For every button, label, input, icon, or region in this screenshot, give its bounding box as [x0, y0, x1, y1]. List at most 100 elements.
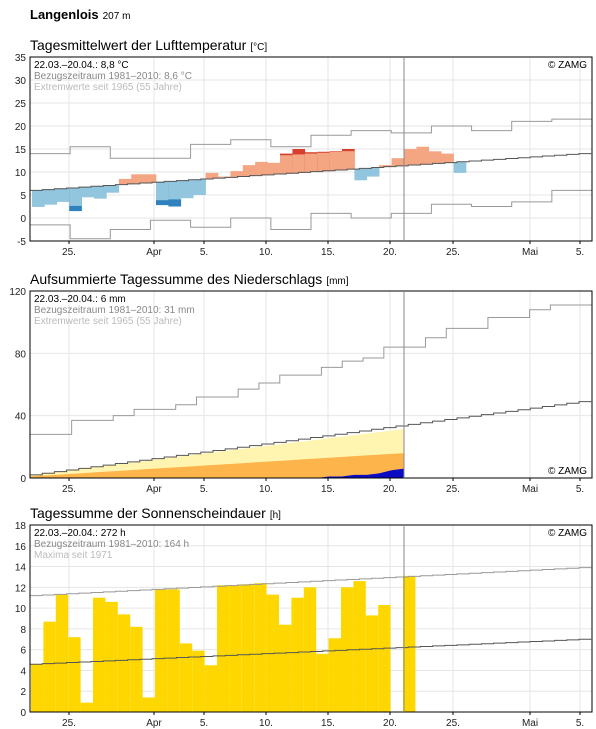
- x-tick-label: 10.: [259, 247, 273, 258]
- y-tick-label: 35: [15, 53, 27, 64]
- x-tick-label: 5.: [200, 718, 208, 729]
- temperature-bar: [131, 174, 144, 184]
- sunshine-bar: [105, 601, 118, 712]
- temperature-bar: [143, 174, 157, 183]
- precip-extreme-line: [30, 304, 592, 435]
- temperature-bar: [218, 176, 231, 178]
- sunshine-bar: [31, 664, 44, 712]
- x-tick-label: 5.: [576, 484, 584, 495]
- temperature-bar: [453, 162, 467, 173]
- y-tick-label: 16: [15, 542, 27, 553]
- temperature-bar: [354, 168, 368, 181]
- y-tick-label: 80: [15, 349, 27, 360]
- temperature-bar: [255, 161, 268, 176]
- annotation-line: 22.03.–20.04.: 272 h: [34, 528, 126, 539]
- sunshine-bar: [403, 575, 416, 712]
- temperature-bar-base: [342, 151, 355, 170]
- temperature-bar: [180, 180, 194, 199]
- chart-panel-2: 120 80 40 0 25. Apr 5. 10. 15. 20. 25. Mai 5. 22.03.–…: [9, 287, 593, 495]
- x-tick-label: Mai: [522, 484, 538, 495]
- x-tick-label: 20.: [383, 484, 397, 495]
- sunshine-title: Tagessumme der Sonnenscheindauer [h]: [30, 505, 281, 521]
- x-tick-label: 25.: [446, 718, 460, 729]
- temperature-bar: [267, 162, 281, 175]
- x-tick-label: 25.: [62, 484, 76, 495]
- sunshine-reference-line: [30, 638, 592, 665]
- reference-line: [30, 153, 592, 191]
- temperature-bar-base: [280, 155, 293, 174]
- y-tick-label: 10: [15, 604, 27, 615]
- x-tick-label: 5.: [200, 247, 208, 258]
- annotation-line: Maxima seit 1971: [34, 550, 113, 561]
- sunshine-bar: [179, 643, 193, 712]
- temperature-title: Tagesmittelwert der Lufttemperatur [°C]: [30, 37, 268, 53]
- plot-frame: [29, 290, 593, 479]
- temperature-bar: [106, 185, 120, 193]
- sunshine-bar: [328, 638, 341, 712]
- temperature-bar: [205, 172, 219, 179]
- x-tick-label: 15.: [321, 484, 335, 495]
- plot-frame: [29, 56, 593, 242]
- temperature-bar-base: [304, 153, 318, 172]
- temperature-bar: [56, 188, 70, 202]
- x-tick-label: 25.: [446, 484, 460, 495]
- x-tick-label: Apr: [146, 247, 162, 258]
- sunshine-bar: [254, 583, 267, 712]
- annotation-line: Extremwerte seit 1965 (55 Jahre): [34, 82, 182, 93]
- sunshine-bar: [55, 594, 69, 712]
- temperature-bar-base: [69, 187, 82, 206]
- sunshine-bar: [155, 589, 168, 712]
- temperature-bar-base: [317, 152, 330, 172]
- plot-frame: [29, 524, 593, 713]
- y-tick-label: 2: [20, 687, 26, 698]
- y-tick-label: 14: [15, 563, 27, 574]
- annotation-line: Bezugszeitraum 1981–2010: 31 mm: [34, 305, 195, 316]
- temperature-bar-base: [156, 181, 169, 201]
- precipitation-title: Aufsummierte Tagessumme des Niederschlag…: [30, 271, 349, 287]
- extreme-max-line: [30, 118, 592, 159]
- y-tick-label: -5: [17, 237, 26, 248]
- temperature-bar: [118, 178, 132, 185]
- temperature-bar: [366, 167, 380, 177]
- sunshine-bar: [291, 597, 304, 712]
- y-tick-label: 4: [20, 666, 26, 677]
- temperature-bar-base: [292, 154, 306, 173]
- y-tick-label: 25: [15, 99, 27, 110]
- x-tick-label: 5.: [576, 247, 584, 258]
- temperature-bar: [44, 189, 58, 205]
- annotation-line: Bezugszeitraum 1981–2010: 164 h: [34, 539, 189, 550]
- temperature-bar: [416, 146, 430, 165]
- precip-reference-line: [30, 401, 592, 476]
- sunshine-bar: [241, 584, 255, 712]
- x-tick-label: 10.: [259, 718, 273, 729]
- temperature-bar: [32, 189, 45, 207]
- x-tick-label: 15.: [321, 247, 335, 258]
- y-tick-label: 5: [20, 191, 26, 202]
- y-tick-label: 18: [15, 521, 27, 532]
- x-tick-label: Mai: [522, 247, 538, 258]
- x-tick-label: 5.: [200, 484, 208, 495]
- y-tick-label: 6: [20, 646, 26, 657]
- sunshine-bar: [217, 585, 230, 712]
- sunshine-bar: [303, 587, 317, 712]
- annotation-line: 22.03.–20.04.: 8,8 °C: [34, 60, 129, 71]
- precip-typical-area: [30, 453, 404, 478]
- sunshine-bar: [68, 637, 81, 712]
- y-tick-label: 8: [20, 625, 26, 636]
- temperature-bar: [441, 153, 454, 164]
- copyright: © ZAMG: [548, 60, 587, 71]
- temperature-bar: [193, 179, 206, 195]
- x-tick-label: 25.: [62, 247, 76, 258]
- sunshine-bar: [353, 581, 366, 712]
- x-tick-label: 5.: [576, 718, 584, 729]
- x-tick-label: Apr: [146, 484, 162, 495]
- sunshine-bar: [117, 614, 131, 712]
- x-tick-label: 10.: [259, 484, 273, 495]
- chart-panel-1: 35 30 25 20 15 10 5 0 -5 25. Apr 5. 10. 15. 20. 25. Mai 5…: [15, 53, 593, 258]
- sunshine-bar: [365, 615, 379, 712]
- sunshine-bar: [316, 653, 329, 712]
- annotation-line: 22.03.–20.04.: 6 mm: [34, 294, 126, 305]
- x-tick-label: 25.: [446, 247, 460, 258]
- y-tick-label: 0: [20, 708, 26, 719]
